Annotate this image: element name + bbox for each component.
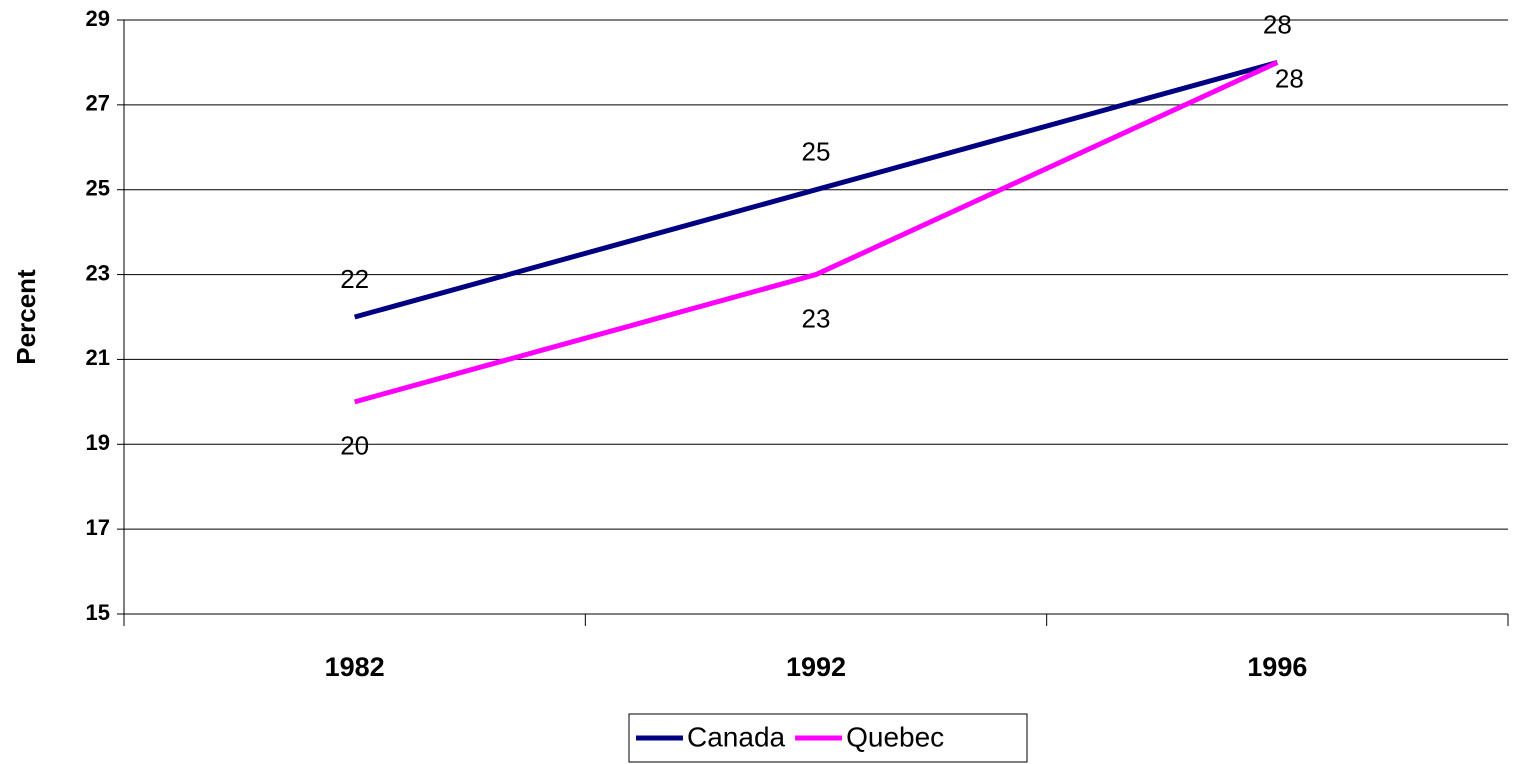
x-tick-label: 1982 — [325, 652, 385, 682]
line — [354, 60, 1278, 320]
x-tick-label: 1996 — [1247, 652, 1307, 682]
legend-label: Canada — [687, 721, 786, 752]
y-tick-label: 25 — [86, 176, 110, 201]
data-label: 25 — [802, 137, 831, 167]
y-tick-label: 29 — [86, 6, 110, 31]
data-label: 28 — [1263, 9, 1292, 39]
y-tick-label: 19 — [86, 430, 110, 455]
data-label: 28 — [1275, 63, 1304, 93]
legend-label: Quebec — [846, 721, 944, 752]
data-label: 23 — [802, 303, 831, 333]
line — [354, 60, 1279, 405]
y-tick-label: 23 — [86, 260, 110, 285]
x-tick-label: 1992 — [786, 652, 846, 682]
y-tick-label: 17 — [86, 515, 110, 540]
y-tick-label: 27 — [86, 91, 110, 116]
y-tick-label: 21 — [86, 345, 110, 370]
data-label: 22 — [340, 264, 369, 294]
y-tick-label: 15 — [86, 600, 110, 625]
data-label: 20 — [340, 431, 369, 461]
y-axis-label: Percent — [11, 269, 41, 365]
